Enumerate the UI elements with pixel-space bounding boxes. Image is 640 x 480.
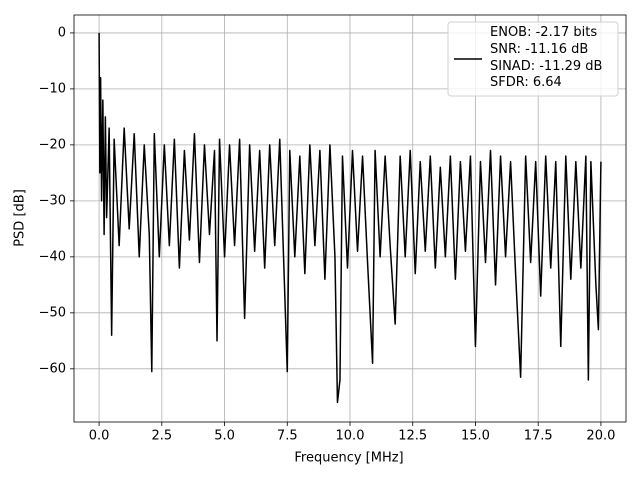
x-tick-label: 5.0	[214, 429, 235, 444]
x-tick-label: 12.5	[398, 429, 427, 444]
x-tick-label: 20.0	[586, 429, 615, 444]
psd-line	[98, 32, 602, 404]
y-tick-label: 0	[58, 25, 66, 40]
y-tick-label: −30	[39, 193, 66, 208]
y-tick-label: −40	[39, 249, 66, 264]
legend-box	[447, 21, 619, 97]
y-tick-label: −20	[39, 137, 66, 152]
x-tick-label: 10.0	[336, 429, 365, 444]
axes-frame	[73, 14, 627, 423]
x-tick-label: 15.0	[461, 429, 490, 444]
legend-entry: ENOB: -2.17 bits SNR: -11.16 dB SINAD: -…	[490, 25, 603, 91]
x-axis-label: Frequency [MHz]	[294, 451, 403, 466]
x-tick-label: 7.5	[277, 429, 298, 444]
x-tick-label: 2.5	[151, 429, 172, 444]
y-axis-label: PSD [dB]	[13, 189, 28, 247]
y-tick-label: −50	[39, 305, 66, 320]
x-tick-label: 0.0	[89, 429, 110, 444]
legend-label: ENOB: -2.17 bits SNR: -11.16 dB SINAD: -…	[490, 25, 603, 91]
y-tick-label: −10	[39, 81, 66, 96]
x-tick-label: 17.5	[524, 429, 553, 444]
y-tick-label: −60	[39, 361, 66, 376]
